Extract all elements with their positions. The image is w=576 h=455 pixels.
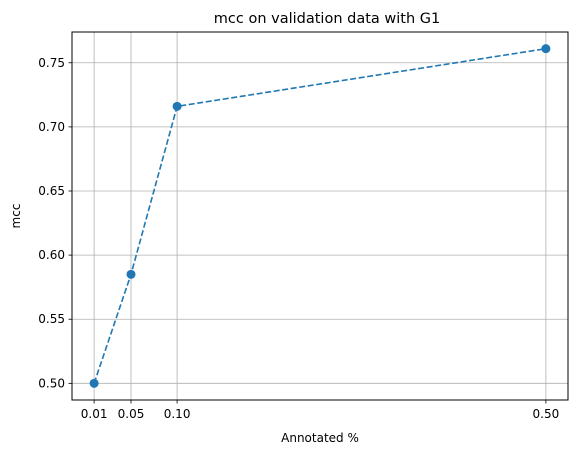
- data-point: [541, 44, 551, 54]
- chart-title: mcc on validation data with G1: [214, 11, 440, 27]
- y-axis-label: mcc: [9, 204, 23, 229]
- x-tick-label: 0.50: [533, 407, 560, 421]
- y-axis: 0.50 0.55 0.60 0.65 0.70 0.75: [38, 56, 72, 390]
- y-tick-label: 0.70: [38, 120, 65, 134]
- data-point: [126, 269, 136, 279]
- x-tick-label: 0.01: [81, 407, 108, 421]
- grid: [72, 32, 568, 400]
- y-tick-label: 0.65: [38, 184, 65, 198]
- plot-frame: [71, 31, 569, 401]
- x-tick-label: 0.05: [118, 407, 145, 421]
- data-point: [172, 101, 182, 111]
- series-line: [93, 47, 546, 384]
- y-tick-label: 0.60: [38, 248, 65, 262]
- y-tick-label: 0.55: [38, 312, 65, 326]
- x-axis: 0.01 0.05 0.10 0.50: [81, 400, 559, 421]
- y-tick-label: 0.75: [38, 56, 65, 70]
- x-tick-label: 0.10: [164, 407, 191, 421]
- series-group: [89, 44, 551, 388]
- x-axis-label: Annotated %: [281, 431, 359, 445]
- data-point: [89, 378, 99, 388]
- y-tick-label: 0.50: [38, 376, 65, 390]
